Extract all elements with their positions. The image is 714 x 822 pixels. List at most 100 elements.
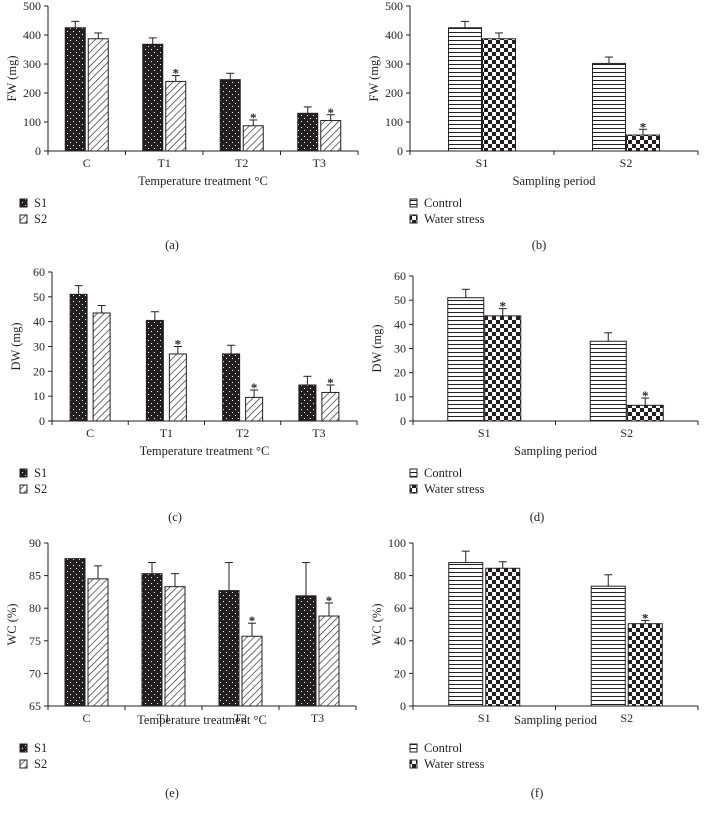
y-tick-label: 500	[385, 0, 403, 13]
y-axis-title: WC (%)	[370, 604, 384, 646]
bar-s1-c	[64, 558, 86, 707]
y-tick-label: 100	[385, 115, 403, 129]
x-axis-title: Sampling period	[514, 713, 598, 727]
bar-s1-t2	[219, 79, 241, 152]
bar-s1-t3	[297, 112, 319, 152]
legend-label: Water stress	[424, 482, 485, 496]
y-tick-label: 60	[394, 269, 406, 283]
y-tick-label: 40	[33, 315, 45, 329]
legend-swatch	[19, 743, 28, 753]
y-tick-label: 80	[29, 601, 41, 615]
bar-water-stress-s1	[482, 38, 516, 152]
x-tick-label: T3	[312, 426, 325, 440]
bar-s1-c	[64, 27, 86, 152]
legend-swatch	[409, 743, 418, 753]
significance-star: *	[326, 593, 333, 608]
legend-swatch	[409, 484, 418, 494]
y-tick-label: 500	[23, 0, 41, 13]
panel-label: (b)	[532, 238, 547, 252]
bar-s2-c	[87, 578, 109, 707]
y-tick-label: 100	[388, 536, 406, 550]
significance-star: *	[251, 380, 258, 395]
y-tick-label: 65	[29, 699, 41, 713]
y-tick-label: 90	[29, 536, 41, 550]
y-axis-title: DW (mg)	[370, 324, 384, 372]
bar-s2-c	[92, 312, 111, 422]
legend-label: S2	[34, 212, 47, 226]
legend-swatch	[19, 468, 28, 478]
x-tick-label: S1	[478, 426, 491, 440]
y-tick-label: 0	[35, 144, 41, 158]
x-tick-label: T2	[234, 711, 247, 725]
bar-s2-t1	[168, 353, 187, 422]
legend-label: S2	[34, 482, 47, 496]
bar-s2-t1	[164, 586, 186, 707]
x-axis-title: Sampling period	[514, 444, 598, 458]
y-tick-label: 40	[394, 634, 406, 648]
legend-swatch	[19, 484, 28, 494]
legend-label: Water stress	[424, 212, 485, 226]
significance-star: *	[640, 119, 647, 134]
x-tick-label: T3	[313, 156, 326, 170]
bar-s1-t2	[218, 590, 240, 707]
bar-s2-t2	[241, 635, 263, 707]
panel-label: (a)	[165, 238, 179, 252]
x-tick-label: T3	[311, 711, 324, 725]
y-tick-label: 20	[394, 366, 406, 380]
legend-label: Control	[424, 196, 463, 210]
bar-control-s1	[447, 297, 485, 422]
y-tick-label: 50	[394, 293, 406, 307]
y-tick-label: 0	[39, 414, 45, 428]
bar-control-s2	[592, 62, 626, 152]
y-tick-label: 0	[400, 414, 406, 428]
x-tick-label: C	[82, 711, 90, 725]
significance-star: *	[642, 610, 649, 625]
bar-control-s2	[589, 340, 627, 422]
legend-swatch	[19, 214, 28, 224]
bar-s2-t3	[318, 615, 340, 707]
panel-label: (e)	[165, 786, 179, 800]
significance-star: *	[249, 613, 256, 628]
x-axis-title: Sampling period	[513, 174, 597, 188]
legend-swatch	[409, 759, 418, 769]
chart-panel-d: 0 10 20 30 40 50 60 DW (mg) S1 * S2 * Sampling perio…	[370, 269, 699, 524]
y-axis-title: WC (%)	[5, 604, 19, 646]
y-tick-label: 50	[33, 290, 45, 304]
panel-label: (c)	[168, 510, 182, 524]
y-axis-title: FW (mg)	[367, 56, 381, 102]
y-tick-label: 60	[394, 601, 406, 615]
y-tick-label: 0	[400, 699, 406, 713]
y-tick-label: 30	[33, 340, 45, 354]
y-tick-label: 100	[23, 115, 41, 129]
y-tick-label: 400	[23, 28, 41, 42]
legend-label: Control	[424, 466, 463, 480]
bar-s1-t3	[298, 384, 317, 422]
legend-swatch	[19, 198, 28, 208]
panel-label: (d)	[530, 510, 545, 524]
bar-water-stress-s2	[626, 134, 660, 152]
y-tick-label: 85	[29, 569, 41, 583]
legend-label: S1	[34, 466, 47, 480]
x-tick-label: T1	[160, 426, 173, 440]
y-axis-title: FW (mg)	[5, 56, 19, 102]
significance-star: *	[328, 105, 335, 120]
y-tick-label: 0	[397, 144, 403, 158]
legend-label: S1	[34, 741, 47, 755]
chart-panel-a: 0 100 200 300 400 500 FW (mg) C T1 * T2 * T3 * Tempera…	[5, 0, 359, 252]
chart-panel-f: 0 20 40 60 80 100 WC (%) S1 S2 * Sampling period Co…	[370, 536, 699, 800]
y-tick-label: 400	[385, 28, 403, 42]
chart-panel-c: 0 10 20 30 40 50 60 DW (mg) C T1 * T2 * T3 * Temperatur…	[9, 265, 358, 524]
legend-swatch	[409, 214, 418, 224]
x-tick-label: S2	[620, 711, 633, 725]
bar-s1-t3	[295, 595, 317, 707]
bar-s1-t2	[222, 353, 241, 422]
y-tick-label: 40	[394, 317, 406, 331]
y-tick-label: 300	[385, 57, 403, 71]
bar-control-s1	[448, 27, 482, 152]
y-tick-label: 60	[33, 265, 45, 279]
bar-control-s2	[590, 585, 626, 707]
significance-star: *	[327, 375, 334, 390]
significance-star: *	[250, 110, 257, 125]
chart-panel-b: 0 100 200 300 400 500 FW (mg) S1 S2 * Sampling per…	[367, 0, 699, 252]
y-tick-label: 200	[385, 86, 403, 100]
